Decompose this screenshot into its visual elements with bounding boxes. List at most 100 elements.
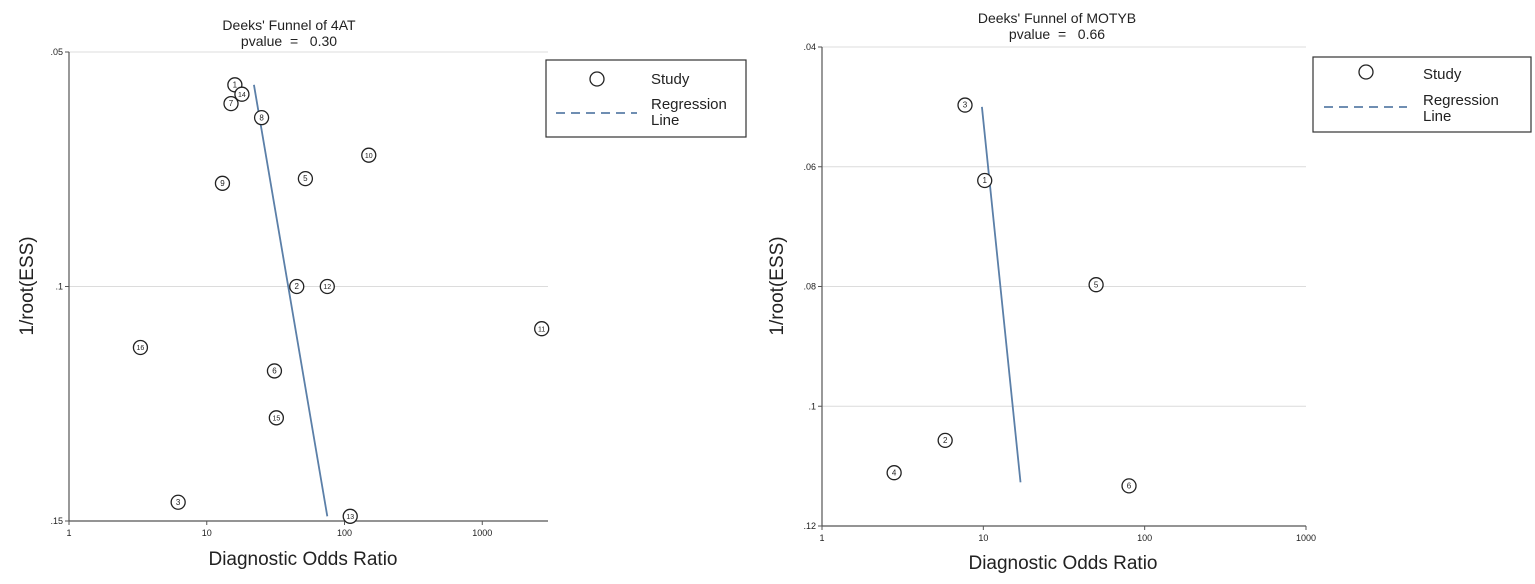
x-axis-label: Diagnostic Odds Ratio <box>968 553 1157 574</box>
study-point-9: 9 <box>214 175 231 191</box>
y-tick-label: .05 <box>50 47 63 57</box>
y-tick-label: .04 <box>803 42 816 52</box>
legend-study-marker <box>1358 64 1374 80</box>
legend: Study Regression Line <box>545 59 747 138</box>
study-point-11: 11 <box>534 321 550 337</box>
study-point-5: 5 <box>1088 277 1104 293</box>
study-point-1: 1 <box>977 172 993 189</box>
x-axis-label: Diagnostic Odds Ratio <box>208 549 397 570</box>
tick-labels: .05.1.151 10 100 1000 <box>50 47 492 538</box>
study-points: 114 7 8 10 9 5 2 12 11 16 6 15 3 13 <box>132 77 550 524</box>
study-point-14: 14 <box>234 86 250 102</box>
study-marker <box>297 170 314 187</box>
study-label: 5 <box>303 174 308 183</box>
x-tick-label: 10 <box>202 528 212 538</box>
legend-regression-label: Regression Line <box>651 96 727 129</box>
study-label: 7 <box>229 99 234 108</box>
study-point-6: 6 <box>1121 478 1137 494</box>
study-label: 2 <box>943 436 948 445</box>
study-label: 8 <box>259 113 264 122</box>
study-point-3: 3 <box>170 494 186 510</box>
chart-subtitle: pvalue = 0.30 <box>241 33 337 49</box>
chart-title: Deeks' Funnel of 4AT <box>222 17 356 33</box>
y-tick-label: .12 <box>803 521 816 531</box>
study-marker <box>977 172 993 189</box>
study-marker <box>361 147 377 163</box>
study-marker <box>223 95 239 112</box>
y-tick-label: .06 <box>803 162 816 172</box>
study-marker <box>170 494 186 510</box>
x-tick-label: 100 <box>337 528 352 538</box>
study-label: 1 <box>233 80 238 89</box>
study-marker <box>1088 277 1104 293</box>
study-marker <box>234 86 250 102</box>
legend-regression-label: Regression Line <box>1423 92 1499 125</box>
y-axis-label: 1/root(ESS) <box>17 236 38 335</box>
regression-line <box>253 84 329 517</box>
study-point-10: 10 <box>361 147 377 163</box>
legend-box <box>545 59 747 138</box>
study-label: 13 <box>346 514 354 521</box>
study-point-6: 6 <box>266 363 283 379</box>
study-marker <box>214 175 231 191</box>
grid-lines <box>822 46 1306 527</box>
study-label: 6 <box>272 367 277 376</box>
x-tick-label: 1 <box>819 533 824 543</box>
x-tick-label: 100 <box>1137 533 1152 543</box>
study-point-4: 4 <box>886 465 902 481</box>
study-label: 3 <box>963 101 968 110</box>
regression-line-path <box>981 106 1022 483</box>
study-marker <box>266 363 283 379</box>
x-tick-label: 10 <box>978 533 988 543</box>
study-marker <box>268 410 284 426</box>
study-point-13: 13 <box>342 508 358 524</box>
study-label: 1 <box>982 176 987 185</box>
x-tick-label: 1000 <box>472 528 492 538</box>
study-marker <box>937 432 953 449</box>
study-marker <box>289 278 305 295</box>
chart-panel-motyb: Deeks' Funnel of MOTYB pvalue = 0.66 Dia… <box>767 10 1532 574</box>
study-marker <box>534 321 550 337</box>
legend-study-label: Study <box>651 71 690 88</box>
legend-study-marker <box>589 71 605 87</box>
y-tick-label: .15 <box>50 516 63 526</box>
x-tick-label: 1 <box>66 528 71 538</box>
grid-lines <box>69 51 548 522</box>
study-marker <box>342 508 358 524</box>
regression-line-path <box>253 84 329 517</box>
study-point-3: 3 <box>957 97 973 113</box>
legend-box <box>1312 56 1532 133</box>
y-tick-label: .1 <box>55 282 63 292</box>
y-tick-label: .08 <box>803 282 816 292</box>
study-point-12: 12 <box>319 278 335 295</box>
study-marker <box>253 110 270 126</box>
y-tick-label: .1 <box>808 401 816 411</box>
study-point-2: 2 <box>937 432 953 449</box>
study-label: 14 <box>238 92 246 99</box>
x-tick-label: 1000 <box>1296 533 1316 543</box>
study-point-16: 16 <box>132 339 149 356</box>
regression-line <box>981 106 1022 483</box>
study-point-2: 2 <box>289 278 305 295</box>
study-marker <box>319 278 335 295</box>
study-label: 9 <box>220 179 225 188</box>
chart-panel-4at: Deeks' Funnel of 4AT pvalue = 0.30 Diagn… <box>17 17 747 570</box>
study-label: 4 <box>892 468 897 477</box>
axes <box>818 46 1307 530</box>
study-label: 10 <box>365 153 373 160</box>
study-point-15: 15 <box>268 410 284 426</box>
chart-title: Deeks' Funnel of MOTYB <box>978 10 1136 26</box>
study-label: 3 <box>176 498 181 507</box>
study-point-7: 7 <box>223 95 239 112</box>
study-points: 3 1 5 2 4 6 <box>886 97 1137 494</box>
legend-study-label: Study <box>1423 66 1462 83</box>
study-marker <box>1121 478 1137 494</box>
study-label: 15 <box>272 415 280 422</box>
axes <box>65 51 548 525</box>
study-marker <box>957 97 973 113</box>
chart-subtitle: pvalue = 0.66 <box>1009 26 1105 42</box>
study-label: 12 <box>323 284 331 291</box>
study-point-8: 8 <box>253 110 270 126</box>
study-label: 16 <box>137 345 145 352</box>
